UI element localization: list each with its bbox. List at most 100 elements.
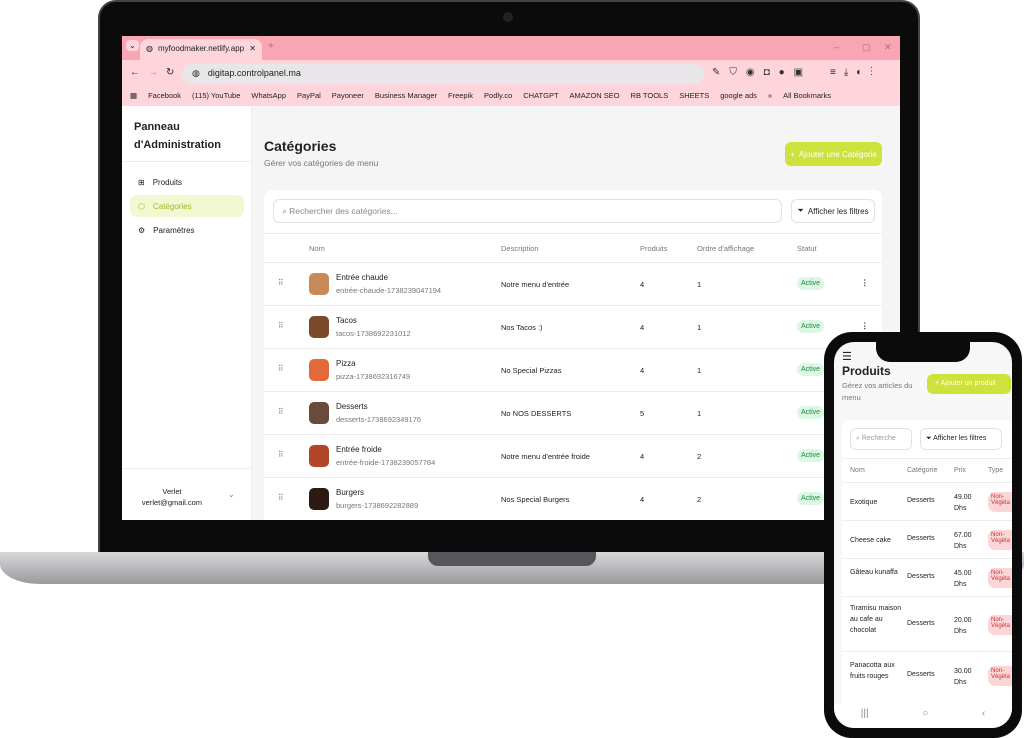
status-badge: Active	[797, 363, 825, 376]
product-row[interactable]: Cheese cake Desserts 67.00 Dhs Non-Végét…	[842, 520, 1012, 558]
product-row[interactable]: Tiramisu maison au cafe au chocolat Dess…	[842, 596, 1012, 651]
add-category-button[interactable]: + Ajouter une Catégorie	[785, 142, 882, 166]
search-input[interactable]: ⌕ Rechercher des catégories...	[273, 199, 782, 223]
recents-icon[interactable]: |||	[860, 708, 869, 719]
product-row[interactable]: Panacotta aux fruits rouges Desserts 30.…	[842, 651, 1012, 699]
table-row[interactable]: ⠿ Entrée chaude entrée-chaude-1738239047…	[264, 262, 882, 305]
product-row[interactable]: Gâteau kunaffa Desserts 45.00 Dhs Non-Vé…	[842, 558, 1012, 596]
bookmark-folder[interactable]: RB TOOLS	[630, 91, 669, 100]
table-row[interactable]: ⠿ Tacos tacos-1738692231012 Nos Tacos :)…	[264, 305, 882, 348]
nav-label: Paramètres	[153, 225, 195, 235]
address-bar[interactable]: ◍ digitap.controlpanel.ma	[182, 64, 704, 84]
phone-search-input[interactable]: ⌕ Recherche	[850, 428, 912, 450]
back-icon[interactable]: ‹	[981, 708, 986, 719]
bookmark[interactable]: Payoneer	[331, 91, 364, 100]
new-tab-icon[interactable]: +	[268, 41, 274, 52]
display-order: 2	[697, 452, 702, 461]
more-actions-icon[interactable]: ⋮	[861, 321, 869, 330]
filter-button[interactable]: ⏷ Afficher les filtres	[791, 199, 875, 223]
bookmark[interactable]: (115) YouTube	[192, 91, 241, 100]
display-order: 1	[697, 366, 702, 375]
apps-icon[interactable]: ▦	[130, 91, 138, 100]
webcam	[503, 12, 513, 22]
table-row[interactable]: ⠿ Desserts desserts-1738692349176 No NOS…	[264, 391, 882, 434]
drag-handle-icon[interactable]: ⠿	[278, 364, 284, 373]
button-label: Afficher les filtres	[807, 206, 869, 216]
extension-icons[interactable]: ✎⛉◉◘●▣	[712, 67, 813, 78]
phone-filter-button[interactable]: ⏷ Afficher les filtres	[920, 428, 1002, 450]
sidebar-item-produits[interactable]: ⊞ Produits	[130, 171, 244, 193]
display-order: 1	[697, 280, 702, 289]
all-bookmarks[interactable]: All Bookmarks	[783, 91, 832, 100]
menu-icon[interactable]: ☰	[842, 351, 852, 363]
table-row[interactable]: ⠿ Burgers burgers-1738692282889 Nos Spec…	[264, 477, 882, 520]
product-count: 4	[640, 366, 645, 375]
bookmark[interactable]: google ads	[720, 91, 757, 100]
home-icon[interactable]: ○	[922, 708, 929, 719]
drag-handle-icon[interactable]: ⠿	[278, 493, 284, 502]
product-row[interactable]: Exotique Desserts 49.00 Dhs Non-Végéta	[842, 482, 1012, 520]
table-row[interactable]: ⠿ Pizza pizza-1738692316749 No Special P…	[264, 348, 882, 391]
button-label: Ajouter une Catégorie	[798, 149, 877, 159]
add-product-button[interactable]: + Ajouter un produit	[927, 374, 1011, 394]
user-profile[interactable]: Verlet verlet@gmail.com	[122, 486, 222, 508]
bookmark[interactable]: Podly.co	[484, 91, 513, 100]
tab-search-chevron-icon[interactable]: ⌄	[126, 40, 139, 51]
bookmark[interactable]: WhatsApp	[251, 91, 287, 100]
phone-page-subtitle: Gérez vos articles du menu	[842, 381, 913, 402]
toolbar-icons[interactable]: ≡⤓◐⋮	[830, 67, 881, 78]
category-name: Entrée froide	[336, 445, 382, 454]
product-name: Gâteau kunaffa	[850, 569, 898, 576]
bookmark[interactable]: Freepik	[448, 91, 474, 100]
laptop-hinge-notch	[428, 552, 596, 566]
product-category: Desserts	[907, 619, 935, 627]
close-tab-icon[interactable]: ✕	[249, 44, 256, 53]
nav-label: Produits	[152, 177, 183, 187]
title-line: Panneau	[134, 121, 180, 133]
bookmark[interactable]: PayPal	[297, 91, 321, 100]
chevron-down-icon[interactable]: ⌄	[228, 490, 235, 499]
more-bookmarks-icon[interactable]: »	[767, 91, 773, 100]
reload-icon[interactable]: ↻	[166, 67, 175, 78]
category-name: Burgers	[336, 488, 365, 497]
sidebar-item-categories[interactable]: ⬡ Catégories	[130, 195, 244, 217]
drag-handle-icon[interactable]: ⠿	[278, 278, 284, 287]
table-row[interactable]: ⠿ Entrée froide entrée-froide-1738239057…	[264, 434, 882, 477]
back-icon[interactable]: ←	[130, 67, 140, 78]
product-price: 20.00 Dhs	[954, 616, 972, 635]
category-name: Tacos	[336, 316, 357, 325]
minimize-icon[interactable]: –	[834, 42, 840, 52]
bookmark-folder[interactable]: SHEETS	[679, 91, 710, 100]
search-icon: ⌕	[856, 435, 862, 442]
forward-icon[interactable]: →	[148, 67, 158, 78]
maximize-icon[interactable]: ▢	[862, 42, 871, 52]
user-name: Verlet	[162, 487, 182, 496]
browser-tab[interactable]: ◍ myfoodmaker.netlify.app/adm ✕	[140, 39, 262, 60]
product-category: Desserts	[907, 573, 935, 580]
category-name: Pizza	[336, 359, 356, 368]
sidebar-item-parametres[interactable]: ⚙ Paramètres	[130, 219, 244, 241]
category-slug: burgers-1738692282889	[336, 501, 419, 510]
column-header: Type	[988, 467, 1004, 474]
product-count: 4	[640, 452, 645, 461]
site-info-icon: ◍	[192, 68, 200, 78]
drag-handle-icon[interactable]: ⠿	[278, 450, 284, 459]
categories-card: ⌕ Rechercher des catégories... ⏷ Afficher…	[264, 190, 882, 520]
more-actions-icon[interactable]: ⋮	[861, 278, 869, 287]
status-badge: Active	[797, 277, 825, 290]
category-thumbnail	[309, 273, 329, 295]
drag-handle-icon[interactable]: ⠿	[278, 407, 284, 416]
bookmark[interactable]: Facebook	[148, 91, 182, 100]
bookmark-folder[interactable]: AMAZON SEO	[569, 91, 620, 100]
close-window-icon[interactable]: ✕	[884, 42, 892, 52]
gift-icon: ⊞	[138, 177, 145, 187]
nav-label: Catégories	[152, 201, 192, 211]
url-text: digitap.controlpanel.ma	[207, 68, 301, 78]
bookmark[interactable]: Business Manager	[374, 91, 438, 100]
phone-notch	[876, 342, 970, 362]
browser-toolbar: ← → ↻ ◍ digitap.controlpanel.ma ✎⛉◉◘●▣ ≡⤓…	[122, 60, 900, 88]
drag-handle-icon[interactable]: ⠿	[278, 321, 284, 330]
product-name: Exotique	[850, 498, 878, 506]
product-price: 45.00 Dhs	[954, 570, 972, 588]
bookmark[interactable]: CHATGPT	[523, 91, 559, 100]
